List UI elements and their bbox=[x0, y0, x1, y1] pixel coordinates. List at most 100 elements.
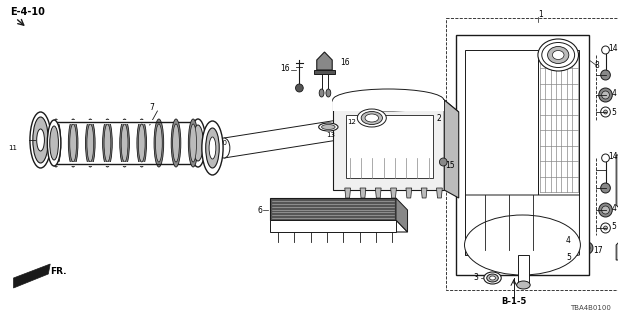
Ellipse shape bbox=[205, 128, 220, 168]
Text: 8: 8 bbox=[595, 60, 600, 69]
Polygon shape bbox=[375, 188, 381, 198]
Text: 9: 9 bbox=[639, 204, 640, 212]
Polygon shape bbox=[360, 188, 366, 198]
Circle shape bbox=[440, 158, 447, 166]
Circle shape bbox=[556, 253, 565, 263]
Text: 14: 14 bbox=[609, 44, 618, 52]
Text: 4: 4 bbox=[566, 236, 571, 244]
Text: 5: 5 bbox=[566, 253, 571, 262]
Ellipse shape bbox=[70, 124, 77, 162]
Text: 13: 13 bbox=[326, 132, 335, 138]
Text: E-4-10: E-4-10 bbox=[10, 7, 45, 17]
Polygon shape bbox=[333, 100, 459, 112]
Circle shape bbox=[601, 183, 611, 193]
Ellipse shape bbox=[33, 117, 48, 163]
Text: 10: 10 bbox=[218, 140, 227, 146]
Ellipse shape bbox=[484, 272, 501, 284]
Bar bbox=[446, 18, 640, 290]
Polygon shape bbox=[616, 155, 637, 260]
Text: 4: 4 bbox=[611, 89, 616, 98]
Ellipse shape bbox=[173, 124, 179, 162]
Ellipse shape bbox=[516, 281, 530, 289]
Ellipse shape bbox=[51, 119, 61, 167]
Ellipse shape bbox=[30, 112, 51, 168]
Ellipse shape bbox=[188, 119, 198, 167]
Ellipse shape bbox=[321, 124, 335, 130]
Ellipse shape bbox=[209, 137, 216, 159]
Ellipse shape bbox=[86, 119, 95, 167]
Circle shape bbox=[602, 206, 609, 214]
Text: 11: 11 bbox=[8, 145, 17, 151]
Circle shape bbox=[601, 107, 611, 117]
Polygon shape bbox=[390, 188, 396, 198]
Text: 7: 7 bbox=[150, 102, 155, 111]
Text: 5: 5 bbox=[611, 108, 616, 116]
Ellipse shape bbox=[120, 119, 129, 167]
Polygon shape bbox=[346, 115, 433, 178]
Ellipse shape bbox=[193, 125, 204, 161]
Ellipse shape bbox=[102, 119, 112, 167]
Ellipse shape bbox=[138, 124, 145, 162]
Text: 14: 14 bbox=[609, 151, 618, 161]
Polygon shape bbox=[421, 188, 427, 198]
Text: 3: 3 bbox=[473, 274, 478, 283]
Ellipse shape bbox=[104, 124, 111, 162]
Circle shape bbox=[557, 239, 563, 245]
Circle shape bbox=[584, 245, 590, 251]
Polygon shape bbox=[224, 120, 338, 158]
Circle shape bbox=[602, 154, 609, 162]
Ellipse shape bbox=[361, 111, 383, 124]
Ellipse shape bbox=[137, 119, 147, 167]
Ellipse shape bbox=[548, 46, 569, 63]
Text: 5: 5 bbox=[611, 221, 616, 230]
Circle shape bbox=[601, 223, 611, 233]
Ellipse shape bbox=[365, 114, 379, 122]
Ellipse shape bbox=[319, 123, 338, 131]
Ellipse shape bbox=[156, 124, 163, 162]
Ellipse shape bbox=[154, 119, 164, 167]
Ellipse shape bbox=[319, 89, 324, 97]
Text: TBA4B0100: TBA4B0100 bbox=[570, 305, 611, 311]
Text: 17: 17 bbox=[593, 245, 603, 254]
Text: 16: 16 bbox=[340, 58, 349, 67]
Text: 12: 12 bbox=[348, 119, 356, 125]
Polygon shape bbox=[271, 220, 396, 232]
Ellipse shape bbox=[465, 215, 580, 275]
Ellipse shape bbox=[490, 276, 495, 280]
Ellipse shape bbox=[487, 274, 499, 282]
Text: B-1-5: B-1-5 bbox=[501, 298, 527, 307]
Polygon shape bbox=[436, 188, 442, 198]
Ellipse shape bbox=[50, 126, 58, 160]
Polygon shape bbox=[317, 52, 332, 70]
Ellipse shape bbox=[190, 119, 205, 167]
Polygon shape bbox=[314, 70, 335, 74]
Ellipse shape bbox=[538, 39, 579, 71]
Circle shape bbox=[601, 70, 611, 80]
Ellipse shape bbox=[36, 129, 44, 151]
Ellipse shape bbox=[121, 124, 128, 162]
Polygon shape bbox=[538, 50, 579, 195]
Polygon shape bbox=[406, 188, 412, 198]
Text: 15: 15 bbox=[445, 161, 455, 170]
Text: 2: 2 bbox=[436, 114, 441, 123]
Ellipse shape bbox=[542, 43, 575, 68]
Circle shape bbox=[604, 110, 607, 114]
Polygon shape bbox=[54, 120, 198, 124]
Polygon shape bbox=[345, 188, 351, 198]
Circle shape bbox=[554, 235, 567, 249]
Circle shape bbox=[602, 91, 609, 99]
Ellipse shape bbox=[87, 124, 93, 162]
Ellipse shape bbox=[171, 119, 181, 167]
Polygon shape bbox=[444, 100, 459, 198]
Circle shape bbox=[296, 84, 303, 92]
Polygon shape bbox=[13, 264, 50, 288]
Ellipse shape bbox=[552, 51, 564, 60]
Circle shape bbox=[604, 226, 607, 230]
Circle shape bbox=[602, 46, 609, 54]
Bar bbox=[333, 100, 444, 111]
Text: 4: 4 bbox=[611, 204, 616, 212]
Polygon shape bbox=[333, 100, 444, 190]
Polygon shape bbox=[465, 50, 538, 255]
Polygon shape bbox=[465, 195, 579, 260]
Polygon shape bbox=[54, 162, 198, 166]
